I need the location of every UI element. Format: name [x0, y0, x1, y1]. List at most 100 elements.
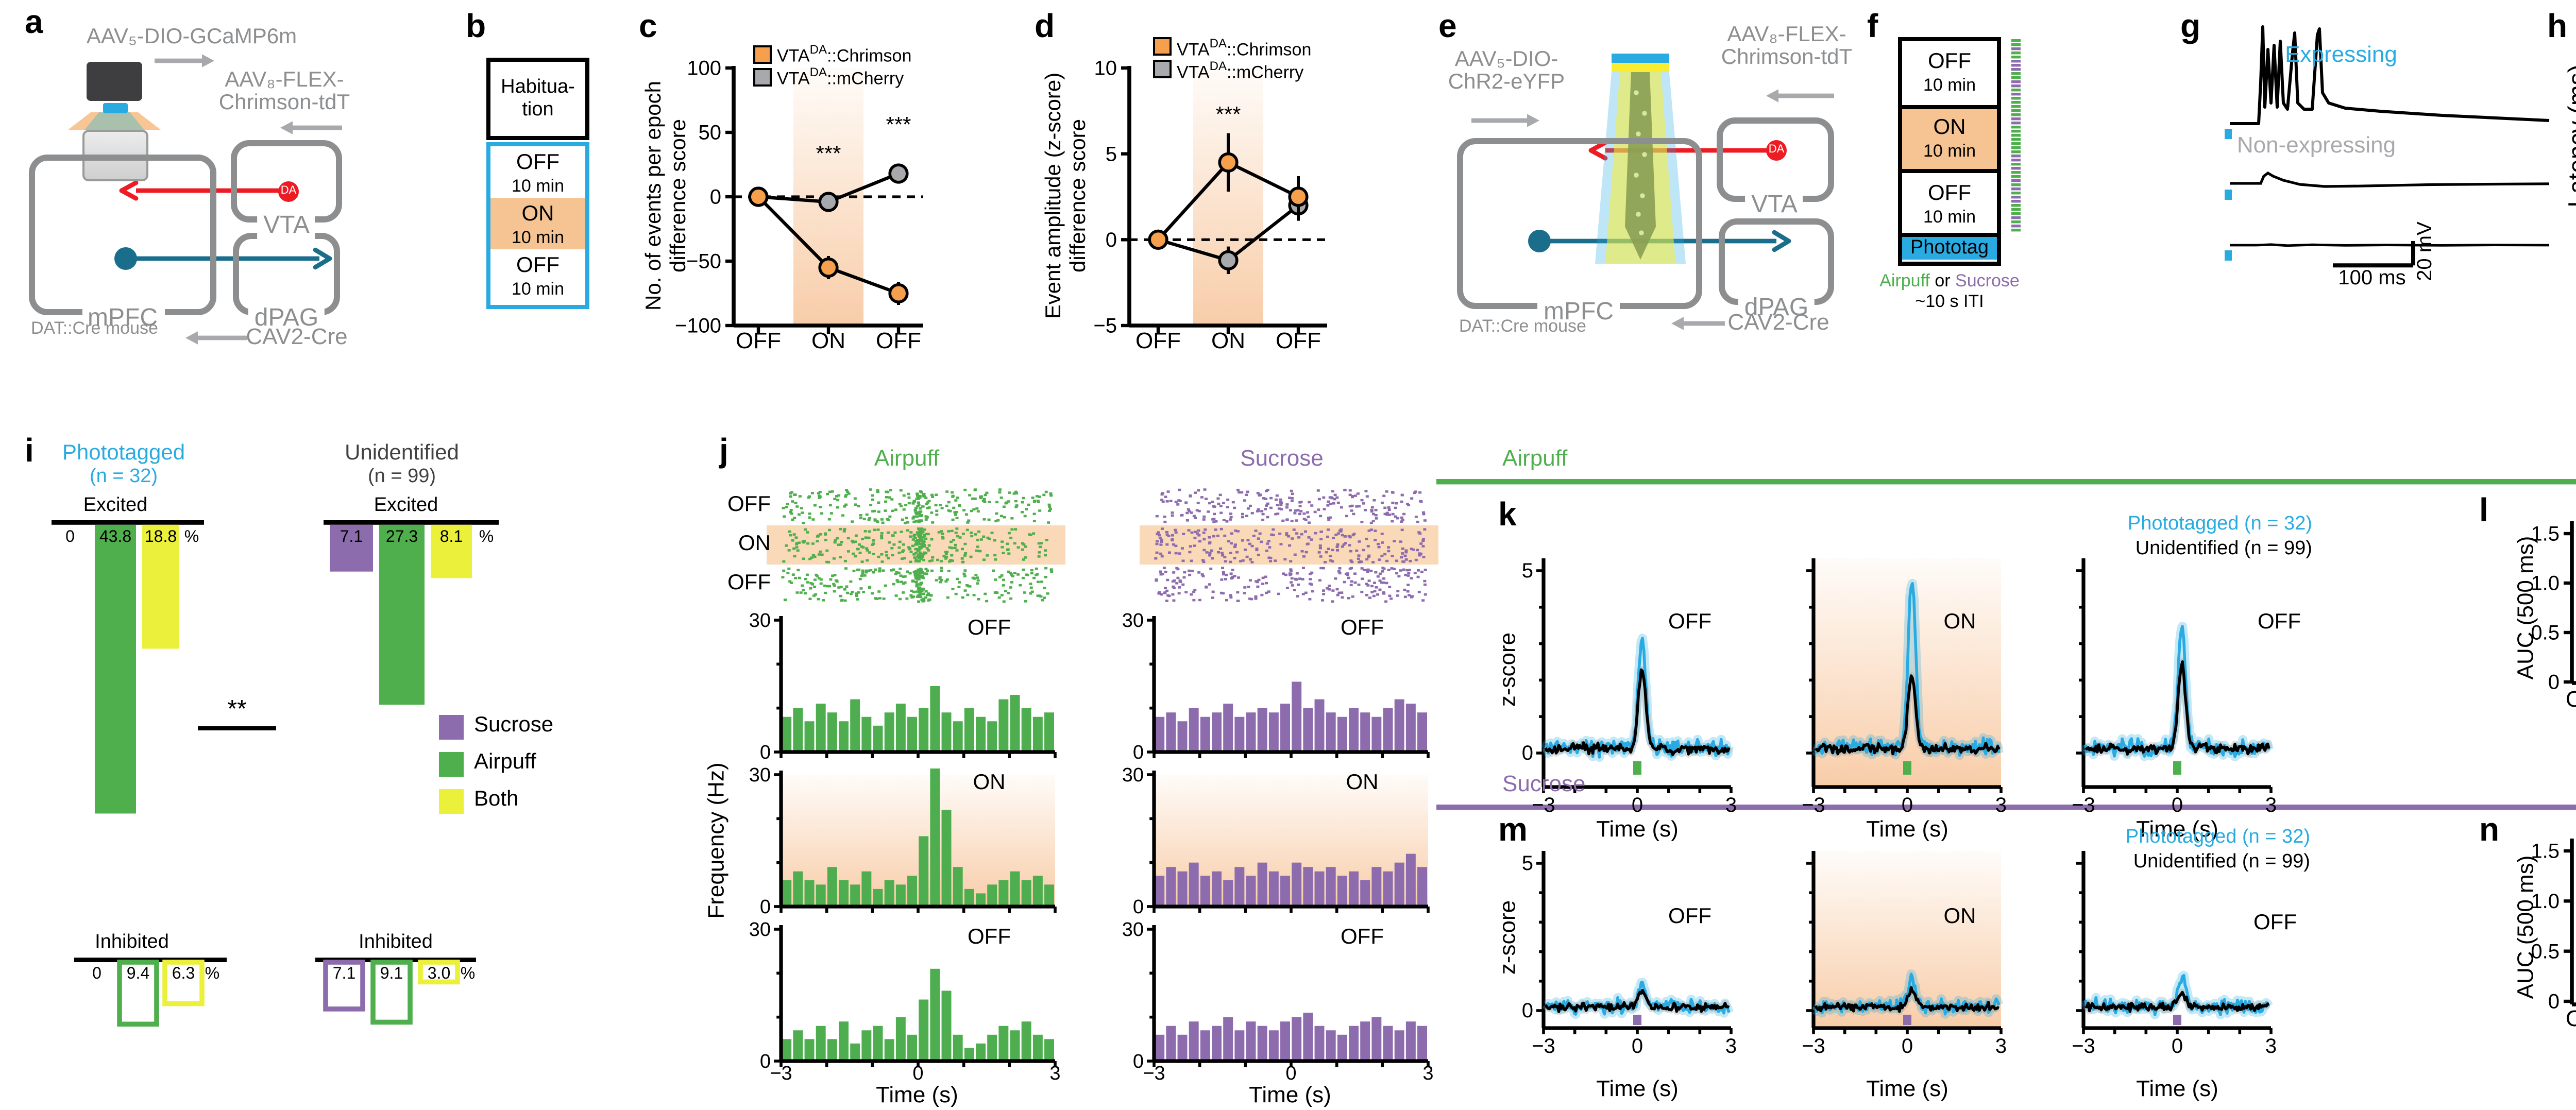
- epoch-off1-b: OFF 10 min: [490, 146, 585, 198]
- m-header-sucrose: Sucrose: [1502, 773, 1586, 797]
- inhibited-header-2: Inhibited: [359, 930, 433, 953]
- i-sig: **: [227, 694, 247, 723]
- svg-text:27.3: 27.3: [386, 527, 418, 545]
- svg-text:−3: −3: [1143, 1063, 1165, 1084]
- svg-text:−3: −3: [2072, 794, 2095, 816]
- svg-text:−3: −3: [1532, 794, 1555, 816]
- svg-text:0.5: 0.5: [2531, 622, 2560, 644]
- svg-text:6.3: 6.3: [172, 964, 195, 982]
- unidentified-title: Unidentified: [345, 441, 459, 466]
- data-point: [818, 192, 839, 212]
- virus-chrimson-e-2: Chrimson-tdT: [1721, 45, 1853, 70]
- l-ylabel: AUC (500 ms): [2514, 536, 2539, 680]
- mouse-line-label-e: DAT::Cre mouse: [1459, 315, 1586, 336]
- legend-swatch-airpuff: [439, 752, 464, 777]
- panel-label-l: l: [2479, 494, 2488, 530]
- svg-text:0: 0: [710, 186, 721, 209]
- expressing-trace: [2230, 25, 2550, 125]
- svg-text:9.1: 9.1: [380, 964, 403, 982]
- k-xlabel-3: Time (s): [2136, 818, 2218, 843]
- svg-text:3.0: 3.0: [428, 964, 450, 982]
- k-ylabel: z-score: [1496, 632, 1521, 707]
- d-sig-on: ***: [1215, 103, 1241, 128]
- svg-text:0: 0: [1522, 742, 1533, 764]
- svg-text:1.5: 1.5: [2531, 523, 2560, 545]
- j-a-corner-off1: OFF: [968, 616, 1011, 641]
- svg-text:−3: −3: [1802, 794, 1825, 816]
- f-epoch-off2: OFF 10 min: [1902, 169, 1997, 233]
- panel-label-n: n: [2479, 814, 2500, 849]
- m-legend-phototagged: Phototagged (n = 32): [2125, 826, 2310, 849]
- stim-tick-icon: [2225, 129, 2232, 139]
- d-xtick-off1: OFF: [1136, 330, 1181, 354]
- m-legend-unidentified: Unidentified (n = 99): [2133, 851, 2310, 874]
- mpfc-label-a: mPFC: [81, 302, 164, 331]
- f-phototag-row: Phototag: [1902, 233, 1997, 259]
- svg-text:−100: −100: [675, 315, 721, 337]
- vta-label-a: VTA: [257, 209, 316, 238]
- f-epoch-on: ON 10 min: [1902, 104, 1997, 169]
- svg-text:0: 0: [2172, 794, 2183, 816]
- legend-swatch-both: [439, 789, 464, 814]
- svg-text:0: 0: [92, 964, 101, 982]
- svg-text:0: 0: [1133, 896, 1144, 918]
- expressing-label: Expressing: [2285, 43, 2397, 68]
- j-a-xlabel: Time (s): [876, 1083, 958, 1107]
- svg-text:3: 3: [1995, 794, 2007, 816]
- svg-text:8.1: 8.1: [440, 527, 463, 545]
- virus-chr2-label-2: ChR2-eYFP: [1448, 70, 1565, 95]
- stimulus-types-label: Airpuff or Sucrose: [1879, 269, 2020, 289]
- epoch-duration: 10 min: [511, 174, 564, 195]
- epoch-duration: 10 min: [511, 278, 564, 299]
- l-xtick-off1: OFF: [2566, 689, 2576, 714]
- virus-chrimson-e-1: AAV₈-FLEX-: [1727, 23, 1846, 47]
- epoch-label: OFF: [1928, 180, 1971, 205]
- d-ylabel-1: Event amplitude (z-score): [1041, 72, 1066, 319]
- d-xtick-on: ON: [1211, 330, 1245, 354]
- phototagged-title: Phototagged: [62, 441, 185, 466]
- svg-text:0: 0: [1133, 1051, 1144, 1072]
- c-xtick-off2: OFF: [876, 330, 921, 354]
- da-neuron-icon-e: DA: [1766, 140, 1787, 161]
- habituation-box: Habitua- tion: [486, 58, 589, 140]
- legend-swatch-chrimson: [1153, 37, 1172, 56]
- svg-text:0: 0: [1632, 1035, 1643, 1057]
- data-point: [748, 186, 769, 207]
- svg-text:0: 0: [1902, 794, 1913, 816]
- k-corner-on: ON: [1943, 610, 1976, 635]
- scalebar-time-label: 100 ms: [2338, 267, 2406, 289]
- panel-label-h: h: [2547, 10, 2568, 45]
- svg-text:%: %: [461, 964, 475, 982]
- mpfc-label-e: mPFC: [1537, 296, 1620, 325]
- svg-text:1.5: 1.5: [2531, 840, 2560, 863]
- m-xlabel-2: Time (s): [1866, 1078, 1948, 1102]
- c-sig-on: ***: [816, 142, 841, 167]
- data-point: [1218, 250, 1239, 270]
- phototagged-n: (n = 32): [89, 466, 158, 488]
- j-raster-off1-label: OFF: [727, 492, 771, 517]
- legend-swatch-sucrose: [439, 715, 464, 740]
- panel-label-k: k: [1498, 499, 1517, 534]
- svg-text:0: 0: [1522, 999, 1533, 1022]
- electrode-icon: [1625, 72, 1656, 260]
- f-epoch-off1: OFF 10 min: [1902, 40, 1997, 104]
- svg-text:7.1: 7.1: [340, 527, 363, 545]
- panel-label-c: c: [639, 10, 657, 45]
- panel-label-g: g: [2180, 10, 2201, 45]
- svg-text:1.0: 1.0: [2531, 572, 2560, 595]
- cav2-cre-label-e: CAV2-Cre: [1727, 311, 1829, 336]
- microscope-body-icon: [87, 62, 142, 101]
- svg-text:5: 5: [1522, 559, 1533, 582]
- svg-text:3: 3: [1725, 1035, 1737, 1057]
- svg-text:3: 3: [1049, 1063, 1060, 1084]
- c-ylabel-1: No. of events per epoch: [641, 81, 667, 311]
- j-ylabel: Frequency (Hz): [705, 762, 730, 919]
- no-response-trace: [2230, 243, 2550, 247]
- svg-text:0: 0: [2172, 1035, 2183, 1057]
- m-ylabel: z-score: [1496, 900, 1521, 975]
- svg-text:%: %: [479, 527, 494, 545]
- c-xtick-off1: OFF: [736, 330, 781, 354]
- airpuff-word: Airpuff: [1879, 269, 1930, 289]
- svg-text:30: 30: [1122, 610, 1144, 631]
- virus-chr2-label-1: AAV₅-DIO-: [1454, 47, 1558, 72]
